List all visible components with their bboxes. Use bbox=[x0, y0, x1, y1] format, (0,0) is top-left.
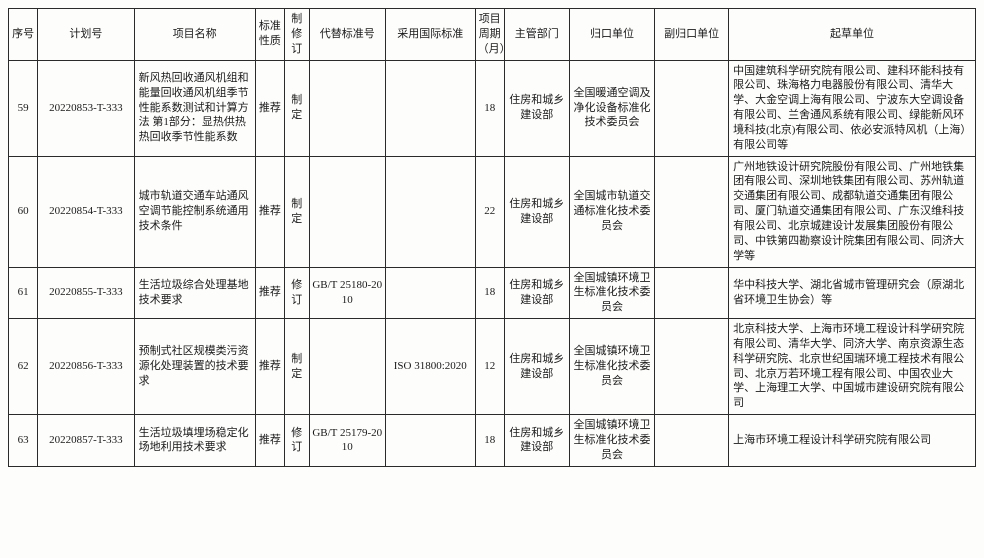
cell-alt: GB/T 25179-2010 bbox=[309, 415, 385, 467]
header-name: 项目名称 bbox=[134, 9, 255, 61]
table-row: 5920220853-T-333新风热回收通风机组和能量回收通风机组季节性能系数… bbox=[9, 60, 976, 156]
cell-intl bbox=[385, 60, 475, 156]
header-intl: 采用国际标准 bbox=[385, 9, 475, 61]
cell-dept: 住房和城乡建设部 bbox=[504, 60, 569, 156]
table-row: 6320220857-T-333生活垃圾填埋场稳定化场地利用技术要求推荐修订GB… bbox=[9, 415, 976, 467]
cell-seq: 59 bbox=[9, 60, 38, 156]
header-draft: 起草单位 bbox=[729, 9, 976, 61]
cell-cycle: 22 bbox=[475, 156, 504, 267]
cell-dept: 住房和城乡建设部 bbox=[504, 267, 569, 319]
cell-unit: 全国城镇环境卫生标准化技术委员会 bbox=[569, 267, 654, 319]
cell-nature: 推荐 bbox=[255, 60, 284, 156]
table-row: 6120220855-T-333生活垃圾综合处理基地技术要求推荐修订GB/T 2… bbox=[9, 267, 976, 319]
cell-rev: 制定 bbox=[284, 156, 309, 267]
cell-seq: 60 bbox=[9, 156, 38, 267]
table-header: 序号 计划号 项目名称 标准性质 制修订 代替标准号 采用国际标准 项目周期（月… bbox=[9, 9, 976, 61]
cell-dept: 住房和城乡建设部 bbox=[504, 319, 569, 415]
cell-side bbox=[655, 156, 729, 267]
header-alt: 代替标准号 bbox=[309, 9, 385, 61]
cell-cycle: 18 bbox=[475, 267, 504, 319]
header-nature: 标准性质 bbox=[255, 9, 284, 61]
cell-rev: 制定 bbox=[284, 60, 309, 156]
header-plan: 计划号 bbox=[38, 9, 134, 61]
cell-unit: 全国城镇环境卫生标准化技术委员会 bbox=[569, 415, 654, 467]
cell-side bbox=[655, 267, 729, 319]
cell-name: 城市轨道交通车站通风空调节能控制系统通用技术条件 bbox=[134, 156, 255, 267]
cell-name: 生活垃圾填埋场稳定化场地利用技术要求 bbox=[134, 415, 255, 467]
cell-nature: 推荐 bbox=[255, 415, 284, 467]
cell-nature: 推荐 bbox=[255, 319, 284, 415]
cell-cycle: 18 bbox=[475, 60, 504, 156]
header-rev: 制修订 bbox=[284, 9, 309, 61]
cell-intl bbox=[385, 415, 475, 467]
cell-cycle: 12 bbox=[475, 319, 504, 415]
cell-dept: 住房和城乡建设部 bbox=[504, 415, 569, 467]
cell-intl bbox=[385, 267, 475, 319]
cell-rev: 修订 bbox=[284, 267, 309, 319]
header-side: 副归口单位 bbox=[655, 9, 729, 61]
cell-alt bbox=[309, 319, 385, 415]
cell-draft: 中国建筑科学研究院有限公司、建科环能科技有限公司、珠海格力电器股份有限公司、清华… bbox=[729, 60, 976, 156]
cell-draft: 上海市环境工程设计科学研究院有限公司 bbox=[729, 415, 976, 467]
cell-side bbox=[655, 319, 729, 415]
header-seq: 序号 bbox=[9, 9, 38, 61]
cell-side bbox=[655, 60, 729, 156]
cell-seq: 62 bbox=[9, 319, 38, 415]
cell-draft: 华中科技大学、湖北省城市管理研究会（原湖北省环境卫生协会）等 bbox=[729, 267, 976, 319]
cell-name: 生活垃圾综合处理基地技术要求 bbox=[134, 267, 255, 319]
cell-alt: GB/T 25180-2010 bbox=[309, 267, 385, 319]
cell-name: 预制式社区规模类污资源化处理装置的技术要求 bbox=[134, 319, 255, 415]
cell-side bbox=[655, 415, 729, 467]
cell-plan: 20220855-T-333 bbox=[38, 267, 134, 319]
cell-alt bbox=[309, 156, 385, 267]
header-dept: 主管部门 bbox=[504, 9, 569, 61]
cell-cycle: 18 bbox=[475, 415, 504, 467]
cell-seq: 61 bbox=[9, 267, 38, 319]
cell-rev: 修订 bbox=[284, 415, 309, 467]
cell-draft: 北京科技大学、上海市环境工程设计科学研究院有限公司、清华大学、同济大学、南京资源… bbox=[729, 319, 976, 415]
cell-plan: 20220854-T-333 bbox=[38, 156, 134, 267]
cell-intl bbox=[385, 156, 475, 267]
table-row: 6220220856-T-333预制式社区规模类污资源化处理装置的技术要求推荐制… bbox=[9, 319, 976, 415]
cell-unit: 全国城市轨道交通标准化技术委员会 bbox=[569, 156, 654, 267]
header-unit: 归口单位 bbox=[569, 9, 654, 61]
cell-unit: 全国城镇环境卫生标准化技术委员会 bbox=[569, 319, 654, 415]
table-row: 6020220854-T-333城市轨道交通车站通风空调节能控制系统通用技术条件… bbox=[9, 156, 976, 267]
standards-plan-table: 序号 计划号 项目名称 标准性质 制修订 代替标准号 采用国际标准 项目周期（月… bbox=[8, 8, 976, 467]
cell-intl: ISO 31800:2020 bbox=[385, 319, 475, 415]
header-cycle: 项目周期（月） bbox=[475, 9, 504, 61]
cell-plan: 20220857-T-333 bbox=[38, 415, 134, 467]
cell-nature: 推荐 bbox=[255, 267, 284, 319]
cell-plan: 20220853-T-333 bbox=[38, 60, 134, 156]
cell-draft: 广州地铁设计研究院股份有限公司、广州地铁集团有限公司、深圳地铁集团有限公司、苏州… bbox=[729, 156, 976, 267]
cell-alt bbox=[309, 60, 385, 156]
cell-seq: 63 bbox=[9, 415, 38, 467]
cell-rev: 制定 bbox=[284, 319, 309, 415]
cell-name: 新风热回收通风机组和能量回收通风机组季节性能系数测试和计算方法 第1部分：显热供… bbox=[134, 60, 255, 156]
cell-nature: 推荐 bbox=[255, 156, 284, 267]
cell-unit: 全国暖通空调及净化设备标准化技术委员会 bbox=[569, 60, 654, 156]
cell-plan: 20220856-T-333 bbox=[38, 319, 134, 415]
cell-dept: 住房和城乡建设部 bbox=[504, 156, 569, 267]
table-body: 5920220853-T-333新风热回收通风机组和能量回收通风机组季节性能系数… bbox=[9, 60, 976, 466]
